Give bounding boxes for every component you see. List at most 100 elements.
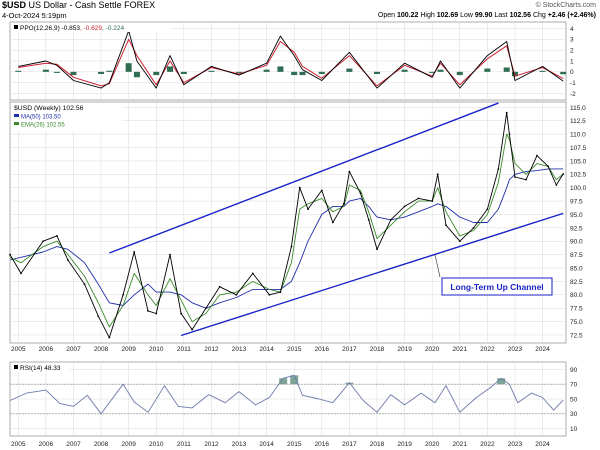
- price-tick-label: 80.0: [570, 292, 583, 299]
- price-point: [56, 234, 58, 237]
- price-x-tick-label: 2006: [39, 346, 54, 353]
- price-point: [298, 186, 301, 189]
- rsi-tick-label: 50: [570, 396, 578, 403]
- price-tick-label: 112.5: [570, 118, 586, 125]
- ppo-histogram-bar: [42, 69, 49, 72]
- rsi-overbought-fill: [345, 382, 354, 385]
- ppo-histogram-bar: [208, 70, 215, 72]
- rsi-x-tick-label: 2022: [480, 441, 495, 448]
- high-value: 102.69: [436, 12, 459, 19]
- price-x-tick-label: 2012: [204, 346, 219, 353]
- ppo-histogram-bar: [153, 71, 160, 76]
- price-x-tick-label: 2024: [535, 346, 550, 353]
- price-point: [155, 312, 158, 315]
- price-point: [218, 285, 221, 288]
- price-x-tick-label: 2019: [397, 346, 412, 353]
- price-x-tick-label: 2005: [11, 346, 26, 353]
- price-point: [307, 208, 309, 211]
- rsi-x-tick-label: 2016: [315, 441, 330, 448]
- ppo-histogram-bar: [277, 66, 284, 72]
- price-point: [191, 328, 194, 331]
- price-tick-label: 90.0: [570, 239, 583, 246]
- ppo-tick-label: 3: [570, 37, 574, 44]
- ppo-histogram-bar: [98, 71, 105, 74]
- rsi-tick-label: 30: [570, 411, 578, 418]
- ema26-line: [9, 133, 564, 328]
- price-tick-label: 115.0: [570, 105, 586, 112]
- symbol-name: US Dollar - Cash Settle: [28, 0, 122, 10]
- rsi-x-tick-label: 2021: [453, 441, 468, 448]
- rsi-legend-label: RSI(14) 48.33: [20, 365, 61, 372]
- ppo-histogram-bar: [318, 71, 325, 74]
- price-tick-label: 95.0: [570, 212, 583, 219]
- price-point: [342, 202, 345, 205]
- chg-value: +2.46 (+2.46%): [547, 12, 596, 19]
- price-point: [555, 184, 558, 186]
- ppo-histogram-bar: [263, 69, 270, 72]
- symbol: $USD: [2, 0, 27, 10]
- ppo-histogram-bar: [539, 70, 546, 72]
- price-point: [169, 253, 171, 256]
- rsi-x-tick-label: 2005: [11, 441, 26, 448]
- ppo-histogram-bar: [125, 63, 132, 72]
- price-x-tick-label: 2020: [425, 346, 440, 353]
- price-tick-label: 75.0: [570, 319, 583, 326]
- rsi-x-tick-label: 2019: [397, 441, 412, 448]
- high-label: High: [420, 12, 435, 19]
- price-point: [514, 176, 516, 178]
- ppo-histogram-bar: [456, 71, 463, 76]
- price-x-tick-label: 2023: [508, 346, 523, 353]
- price-x-tick-label: 2009: [121, 346, 136, 353]
- last-label: Last: [494, 12, 508, 19]
- rsi-x-tick-label: 2012: [204, 441, 219, 448]
- channel-upper-line: [109, 102, 499, 254]
- price-x-tick-label: 2017: [342, 346, 357, 353]
- price-point: [42, 240, 45, 243]
- exchange: FOREX: [124, 0, 156, 10]
- price-tick-label: 92.5: [570, 225, 583, 232]
- price-point: [251, 272, 254, 275]
- price-point: [359, 192, 362, 194]
- price-point: [133, 251, 136, 253]
- ppo-tick-label: 1: [570, 58, 574, 65]
- symbol-header: $USD US Dollar - Cash Settle FOREX: [2, 1, 155, 10]
- price-point: [268, 293, 271, 296]
- ppo-panel: 4 3 2 1 0 -1 -2 PPO(12,26,9) -0.853, -0.629, -0…: [9, 21, 576, 101]
- price-tick-label: 82.5: [570, 279, 583, 286]
- price-point: [389, 218, 392, 221]
- price-point: [547, 165, 549, 168]
- price-tick-label: 72.5: [570, 332, 583, 339]
- price-point: [320, 189, 323, 192]
- rsi-tick-label: 70: [570, 382, 578, 389]
- price-tick-label: 97.5: [570, 198, 583, 205]
- rsi-x-tick-label: 2023: [508, 441, 523, 448]
- price-point: [458, 240, 461, 243]
- price-x-tick-label: 2015: [287, 346, 302, 353]
- price-point: [235, 293, 238, 296]
- price-tick-label: 107.5: [570, 145, 587, 152]
- rsi-x-tick-label: 2014: [259, 441, 274, 448]
- ppo-histogram-bar: [236, 71, 243, 73]
- ppo-histogram-bar: [180, 71, 187, 74]
- rsi-overbought-fill: [497, 378, 506, 385]
- ppo-legend-bg: [12, 23, 170, 32]
- open-label: Open: [377, 12, 396, 19]
- price-point: [279, 291, 282, 294]
- price-legend-bg: [12, 103, 122, 131]
- price-point: [417, 197, 420, 200]
- rsi-line: [9, 374, 564, 415]
- low-value: 99.90: [474, 12, 493, 19]
- ppo-legend-part: , -0.629: [80, 25, 102, 32]
- channel-lower-line: [180, 212, 564, 337]
- ppo-histogram-bar: [503, 67, 510, 72]
- ppo-tick-label: 2: [570, 48, 574, 55]
- rsi-panel: 90 70 50 30 10 RSI(14) 48.33 2005 2006 2007 2008 2…: [9, 361, 578, 448]
- price-x-tick-label: 2008: [94, 346, 109, 353]
- rsi-x-tick-label: 2020: [425, 441, 440, 448]
- price-point: [180, 312, 182, 315]
- ppo-histogram-bar: [106, 70, 113, 72]
- price-legend-title: $USD (Weekly) 102.56: [14, 105, 84, 112]
- ema-legend-label: EMA(26) 102.55: [21, 123, 65, 129]
